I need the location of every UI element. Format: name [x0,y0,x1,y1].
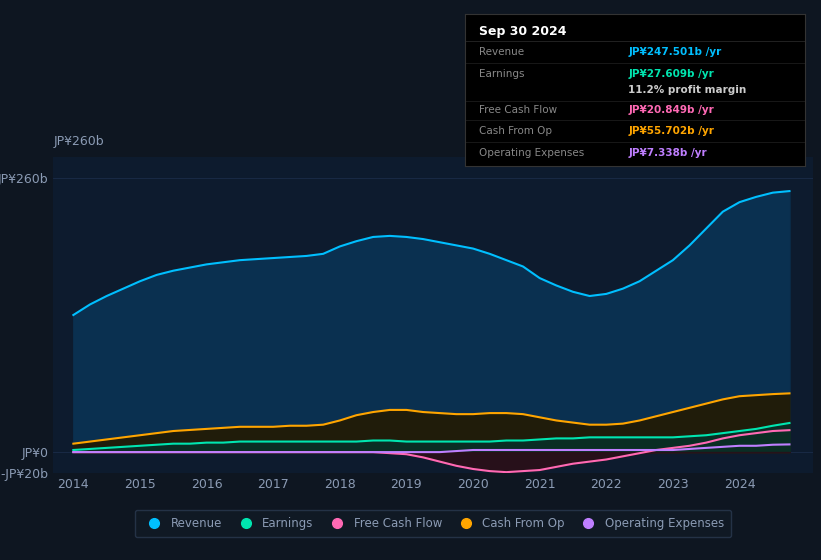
Text: 11.2% profit margin: 11.2% profit margin [628,86,746,95]
Text: Operating Expenses: Operating Expenses [479,148,584,158]
Text: Revenue: Revenue [479,48,524,58]
Text: Free Cash Flow: Free Cash Flow [479,105,557,115]
Text: JP¥20.849b /yr: JP¥20.849b /yr [628,105,714,115]
Text: Earnings: Earnings [479,69,524,79]
Text: JP¥7.338b /yr: JP¥7.338b /yr [628,148,707,158]
Text: JP¥247.501b /yr: JP¥247.501b /yr [628,48,722,58]
Text: JP¥55.702b /yr: JP¥55.702b /yr [628,127,714,137]
Legend: Revenue, Earnings, Free Cash Flow, Cash From Op, Operating Expenses: Revenue, Earnings, Free Cash Flow, Cash … [135,510,731,537]
Text: Cash From Op: Cash From Op [479,127,552,137]
Text: Sep 30 2024: Sep 30 2024 [479,25,566,38]
Text: JP¥260b: JP¥260b [53,136,104,148]
Text: JP¥27.609b /yr: JP¥27.609b /yr [628,69,714,79]
